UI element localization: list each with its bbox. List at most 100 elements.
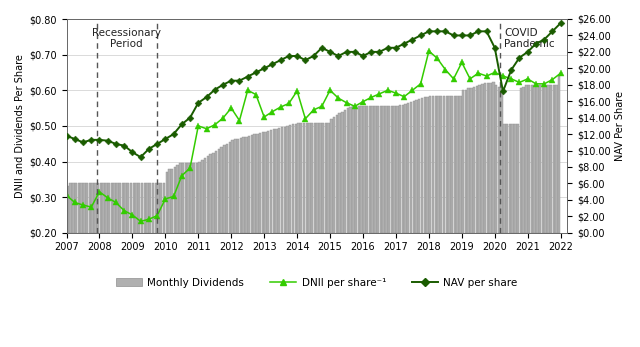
- Bar: [369, 106, 371, 233]
- Bar: [305, 123, 308, 233]
- Bar: [445, 95, 448, 233]
- Bar: [215, 151, 218, 233]
- Bar: [330, 119, 333, 233]
- Bar: [399, 105, 401, 233]
- Bar: [556, 85, 557, 233]
- Bar: [517, 124, 519, 233]
- Bar: [401, 104, 404, 233]
- Bar: [188, 163, 190, 233]
- Bar: [514, 124, 516, 233]
- Bar: [352, 106, 355, 233]
- Bar: [358, 106, 360, 233]
- Bar: [281, 127, 284, 233]
- Bar: [440, 95, 442, 233]
- Bar: [94, 183, 97, 233]
- Bar: [69, 183, 72, 233]
- Bar: [360, 106, 363, 233]
- Bar: [201, 160, 204, 233]
- Bar: [303, 123, 305, 233]
- Bar: [100, 183, 102, 233]
- Bar: [259, 133, 261, 233]
- Bar: [81, 183, 83, 233]
- Bar: [317, 123, 319, 233]
- Y-axis label: DNII and Dividends Per Share: DNII and Dividends Per Share: [15, 54, 25, 198]
- Bar: [311, 123, 314, 233]
- Bar: [413, 101, 415, 233]
- Bar: [300, 123, 303, 233]
- Bar: [179, 163, 182, 233]
- Bar: [531, 85, 533, 233]
- Bar: [363, 106, 365, 233]
- Bar: [243, 137, 244, 233]
- Bar: [239, 138, 242, 233]
- Bar: [149, 183, 152, 233]
- Bar: [122, 183, 124, 233]
- Bar: [333, 117, 335, 233]
- Bar: [336, 115, 338, 233]
- Bar: [498, 87, 500, 233]
- Bar: [193, 163, 195, 233]
- Bar: [237, 139, 239, 233]
- Bar: [72, 183, 75, 233]
- Bar: [486, 83, 489, 233]
- Bar: [138, 183, 140, 233]
- Bar: [473, 87, 476, 233]
- Bar: [484, 83, 486, 233]
- Bar: [267, 131, 269, 233]
- Bar: [92, 183, 94, 233]
- Bar: [154, 183, 157, 233]
- Bar: [119, 183, 121, 233]
- Bar: [102, 183, 105, 233]
- Bar: [226, 144, 228, 233]
- Bar: [421, 99, 423, 233]
- Bar: [528, 85, 531, 233]
- Bar: [75, 183, 77, 233]
- Bar: [135, 183, 138, 233]
- Bar: [286, 126, 289, 233]
- Bar: [108, 183, 110, 233]
- Bar: [86, 183, 88, 233]
- Bar: [245, 137, 248, 233]
- Bar: [196, 163, 198, 233]
- Bar: [377, 106, 380, 233]
- Bar: [443, 95, 445, 233]
- Bar: [552, 85, 555, 233]
- Bar: [273, 129, 275, 233]
- Bar: [294, 124, 297, 233]
- Bar: [415, 100, 418, 233]
- Bar: [223, 145, 225, 233]
- Bar: [256, 134, 259, 233]
- Bar: [479, 85, 481, 233]
- Bar: [344, 110, 346, 233]
- Bar: [228, 142, 231, 233]
- Bar: [111, 183, 113, 233]
- Bar: [371, 106, 374, 233]
- Bar: [234, 139, 237, 233]
- Legend: Monthly Dividends, DNII per share⁻¹, NAV per share: Monthly Dividends, DNII per share⁻¹, NAV…: [112, 273, 522, 292]
- Bar: [429, 95, 431, 233]
- Bar: [97, 183, 99, 233]
- Y-axis label: NAV Per Share: NAV Per Share: [615, 91, 625, 161]
- Bar: [432, 95, 434, 233]
- Bar: [232, 140, 234, 233]
- Bar: [520, 88, 522, 233]
- Bar: [550, 85, 552, 233]
- Bar: [536, 85, 538, 233]
- Bar: [503, 124, 506, 233]
- Bar: [324, 123, 327, 233]
- Bar: [88, 183, 91, 233]
- Bar: [547, 85, 550, 233]
- Bar: [163, 183, 165, 233]
- Bar: [209, 154, 212, 233]
- Bar: [339, 113, 341, 233]
- Bar: [500, 87, 503, 233]
- Bar: [380, 106, 382, 233]
- Bar: [558, 76, 561, 233]
- Bar: [171, 169, 173, 233]
- Bar: [185, 163, 187, 233]
- Bar: [275, 129, 278, 233]
- Bar: [366, 106, 368, 233]
- Bar: [539, 85, 541, 233]
- Bar: [204, 158, 206, 233]
- Bar: [251, 135, 253, 233]
